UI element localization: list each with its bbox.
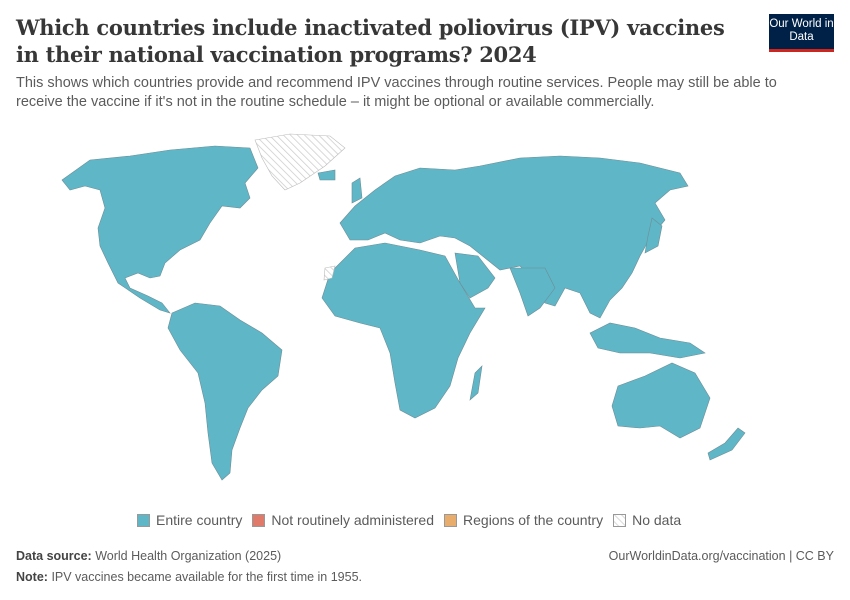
legend-label: No data (632, 512, 682, 528)
legend-label: Not routinely administered (271, 512, 435, 528)
owid-link[interactable]: OurWorldinData.org/vaccination | CC BY (608, 549, 834, 563)
legend-swatch-hatched (613, 513, 627, 527)
owid-logo[interactable]: Our World in Data (769, 14, 834, 52)
region-india[interactable] (509, 267, 556, 317)
region-africa[interactable] (321, 242, 486, 419)
source-text[interactable]: World Health Organization (2025) (95, 549, 282, 563)
legend-swatch (252, 513, 266, 527)
data-source: Data source: World Health Organization (… (16, 549, 281, 563)
region-greenland[interactable] (254, 133, 346, 191)
region-uk[interactable] (351, 177, 363, 204)
region-madagascar[interactable] (469, 365, 483, 401)
chart-title: Which countries include inactivated poli… (16, 15, 725, 67)
region-north-america[interactable] (61, 145, 259, 314)
note: Note: IPV vaccines became available for … (16, 570, 362, 584)
legend: Entire country Not routinely administere… (137, 512, 681, 528)
region-japan[interactable] (644, 217, 663, 254)
chart-subtitle: This shows which countries provide and r… (16, 75, 777, 110)
region-south-america[interactable] (167, 302, 283, 481)
region-new-zealand[interactable] (707, 427, 746, 461)
note-text: IPV vaccines became available for the fi… (51, 570, 363, 584)
source-label: Data source: (16, 549, 92, 563)
legend-item-no-data[interactable]: No data (613, 512, 681, 528)
legend-item-not-routinely[interactable]: Not routinely administered (252, 512, 434, 528)
note-label: Note: (16, 570, 48, 584)
legend-swatch (137, 513, 150, 527)
region-australia[interactable] (611, 362, 711, 439)
legend-item-regions[interactable]: Regions of the country (444, 512, 603, 528)
region-europe-asia[interactable] (339, 155, 689, 319)
legend-item-entire-country[interactable]: Entire country (137, 512, 242, 528)
world-map[interactable] (0, 128, 850, 488)
region-southeast-asia[interactable] (589, 322, 706, 359)
region-iceland[interactable] (317, 169, 336, 181)
legend-label: Regions of the country (463, 512, 604, 528)
legend-swatch (444, 513, 458, 527)
legend-label: Entire country (156, 512, 243, 528)
region-western-sahara[interactable] (323, 265, 336, 281)
